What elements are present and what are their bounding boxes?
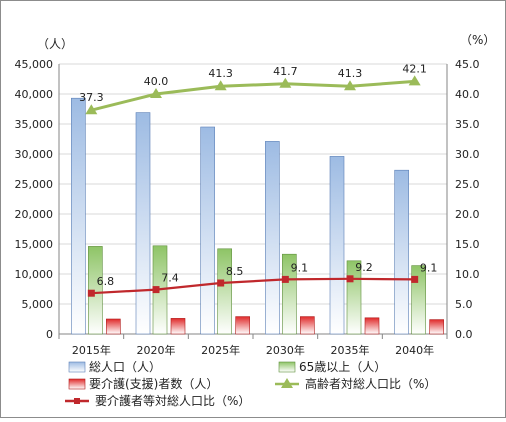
legend-swatch: [278, 361, 296, 373]
square-marker: [281, 275, 289, 283]
legend: 総人口（人） 65歳以上（人） 要介護(支援)者数（人） 高齢者対総人口比（%） 要介護…: [65, 360, 436, 408]
square-marker: [87, 289, 95, 297]
data-labels: 37.3 40.0 41.3 41.7 41.3 42.1 6.8 7.4 8.5 9.1 9.2 9…: [79, 62, 437, 288]
left-tick-label: 30,000: [15, 148, 54, 161]
left-tick-label: 5,000: [22, 298, 54, 311]
right-tick-label: 35.0: [455, 118, 480, 131]
data-label: 41.3: [208, 67, 233, 80]
x-tick-label: 2030年: [266, 343, 305, 357]
square-marker: [411, 275, 419, 283]
bar-series: [71, 97, 444, 335]
data-label: 9.2: [355, 261, 373, 274]
right-tick-label: 10.0: [455, 268, 480, 281]
data-label: 9.1: [291, 261, 309, 274]
legend-marker: [281, 378, 293, 388]
bar-0: [71, 97, 86, 335]
left-axis-unit: （人）: [37, 37, 73, 51]
right-tick-label: 5.0: [455, 298, 473, 311]
bar-1: [217, 248, 232, 335]
left-tick-label: 10,000: [15, 268, 54, 281]
legend-marker: [74, 398, 80, 404]
line-series: [85, 75, 421, 297]
data-label: 41.3: [338, 67, 363, 80]
left-tick-label: 25,000: [15, 178, 54, 191]
bar-1: [411, 265, 426, 335]
data-label: 9.1: [420, 261, 438, 274]
triangle-marker: [150, 88, 162, 98]
legend-label: 要介護(支援)者数（人）: [89, 376, 218, 391]
bar-0: [329, 156, 345, 335]
square-marker: [346, 275, 354, 283]
legend-label: 要介護者等対総人口比（%）: [95, 393, 250, 408]
right-tick-label: 30.0: [455, 148, 480, 161]
x-tick-label: 2015年: [72, 343, 111, 357]
left-tick-label: 15,000: [15, 238, 54, 251]
bar-0: [135, 112, 151, 335]
triangle-marker: [279, 77, 292, 88]
x-tick-label: 2025年: [201, 343, 240, 357]
line-0: [90, 79, 415, 112]
left-tick-label: 35,000: [15, 118, 54, 131]
triangle-marker: [408, 75, 421, 86]
bar-0: [394, 169, 409, 335]
bar-2: [364, 317, 380, 335]
triangle-marker: [214, 80, 227, 91]
triangle-marker: [85, 104, 98, 115]
left-tick-label: 40,000: [15, 88, 54, 101]
right-tick-label: 0.0: [455, 328, 473, 341]
right-tick-label: 25.0: [455, 178, 480, 191]
triangle-marker: [344, 80, 356, 91]
legend-swatch: [68, 361, 86, 373]
data-label: 40.0: [144, 75, 169, 88]
legend-label: 総人口（人）: [89, 360, 161, 374]
left-tick-label: 45,000: [15, 58, 54, 71]
right-axis-unit: （%）: [460, 33, 495, 47]
left-tick-label: 20,000: [15, 208, 54, 221]
data-label: 8.5: [226, 265, 244, 278]
square-marker: [217, 279, 225, 287]
right-tick-label: 15.0: [455, 238, 480, 251]
legend-label: 65歳以上（人）: [299, 360, 386, 374]
bar-2: [106, 318, 121, 335]
right-tick-label: 40.0: [455, 88, 480, 101]
bar-2: [235, 316, 250, 335]
data-label: 7.4: [161, 272, 179, 285]
bar-0: [265, 141, 280, 335]
gridlines: [59, 63, 447, 335]
square-marker: [152, 286, 160, 294]
data-label: 42.1: [402, 62, 427, 75]
legend-swatch: [68, 378, 86, 390]
right-tick-label: 20.0: [455, 208, 480, 221]
x-tick-label: 2035年: [331, 343, 370, 357]
x-tick-label: 2020年: [137, 343, 176, 357]
bar-0: [200, 126, 215, 335]
line-1: [91, 277, 415, 295]
bar-2: [300, 316, 315, 335]
data-label: 41.7: [273, 65, 298, 78]
legend-label: 高齢者対総人口比（%）: [305, 376, 436, 391]
data-label: 6.8: [97, 275, 115, 288]
data-label: 37.3: [79, 91, 104, 104]
bar-2: [170, 318, 186, 335]
right-tick-label: 45.0: [455, 58, 480, 71]
axes: 0 0.0 5,000 5.0 10,000 10.0 15,000 15.0 20,000 20…: [15, 58, 480, 357]
bar-2: [429, 319, 444, 335]
left-tick-label: 0: [46, 328, 53, 341]
bar-1: [282, 253, 297, 335]
x-tick-label: 2040年: [395, 343, 434, 357]
